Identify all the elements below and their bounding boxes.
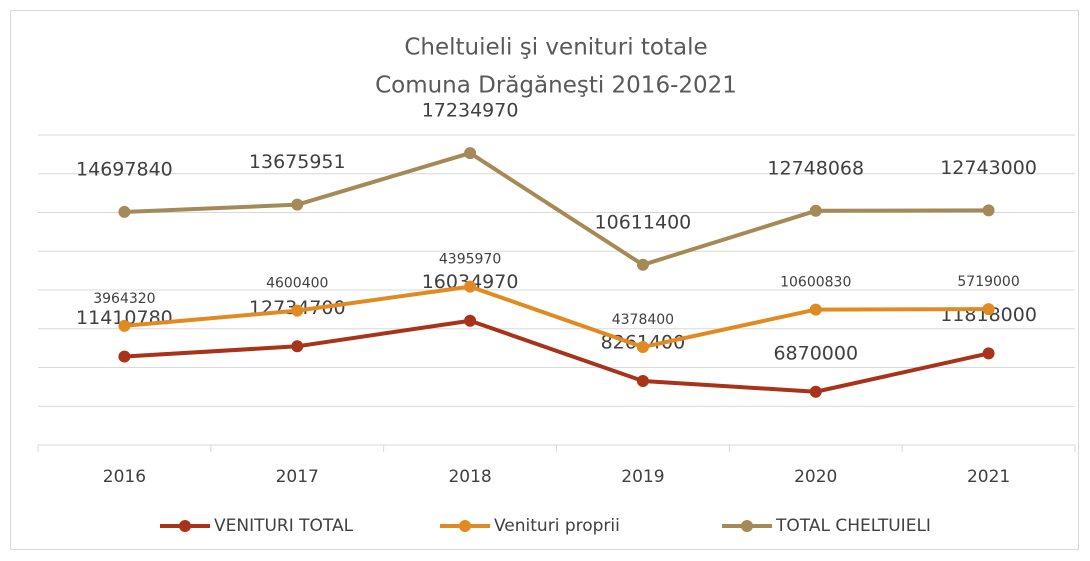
data-label: 4600400 — [266, 276, 328, 292]
data-label: 14697840 — [76, 158, 173, 180]
data-label: 10600830 — [780, 275, 851, 291]
point — [636, 341, 649, 354]
point — [118, 350, 131, 363]
data-label: 17234970 — [422, 100, 519, 122]
x-tick-label: 2018 — [448, 467, 491, 487]
point — [809, 385, 822, 398]
data-label: 12748068 — [767, 157, 864, 179]
data-label: 13675951 — [249, 151, 346, 173]
point — [636, 374, 649, 387]
legend-label: VENITURI TOTAL — [214, 516, 354, 536]
point — [464, 280, 477, 293]
series-line — [124, 151, 989, 267]
point — [291, 304, 304, 317]
data-label: 5719000 — [957, 274, 1019, 290]
point — [291, 340, 304, 353]
point — [982, 303, 995, 316]
data-label: 6870000 — [773, 342, 858, 364]
series-line — [124, 284, 989, 350]
point — [464, 147, 477, 160]
data-label: 12743000 — [940, 157, 1037, 179]
legend-label: Venituri proprii — [494, 516, 620, 536]
data-label: 10611400 — [595, 211, 692, 233]
point — [636, 258, 649, 271]
series-line — [124, 318, 990, 394]
x-tick-label: 2021 — [967, 467, 1010, 487]
x-tick-label: 2017 — [276, 467, 319, 487]
legend-label: TOTAL CHELTUIELI — [775, 516, 931, 536]
legend-marker — [179, 520, 191, 532]
point — [982, 347, 995, 360]
x-tick-label: 2020 — [794, 467, 837, 487]
point — [464, 314, 477, 327]
point — [291, 198, 304, 211]
x-tick-label: 2019 — [621, 467, 664, 487]
data-label: 4378400 — [612, 312, 674, 328]
point — [118, 319, 131, 332]
chart-subtitle: Comuna Drăgăneşti 2016-2021 — [375, 73, 737, 99]
point — [118, 205, 131, 218]
x-tick-label: 2016 — [103, 467, 146, 487]
data-label: 3964320 — [93, 291, 155, 307]
chart-border — [10, 10, 1079, 550]
point — [982, 204, 995, 217]
point — [809, 303, 822, 316]
legend-marker — [459, 520, 471, 532]
data-label: 4395970 — [439, 252, 501, 268]
point — [809, 204, 822, 217]
legend-marker — [741, 520, 753, 532]
chart-title: Cheltuieli şi venituri totale — [404, 35, 707, 61]
